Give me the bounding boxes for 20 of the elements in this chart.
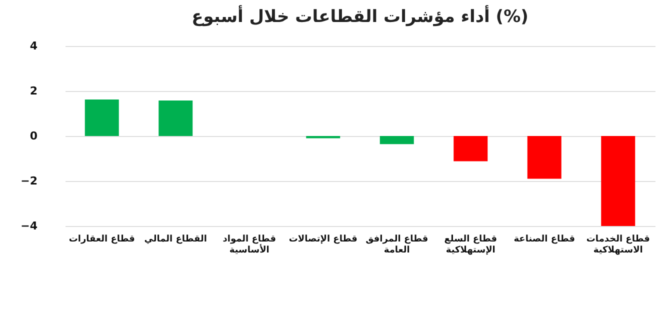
y-tick-label: −4 — [20, 220, 38, 232]
x-tick-label: قطاع الصناعة — [514, 234, 576, 244]
x-tick-label: قطاع السلع الإستهلاكية — [444, 234, 498, 256]
x-tick-label: قطاع العقارات — [68, 234, 135, 244]
bar — [527, 136, 562, 179]
chart-title: أداء مؤشرات القطاعات خلال أسبوع (%) — [192, 5, 528, 27]
bar — [380, 136, 414, 144]
y-tick-label: 4 — [30, 40, 38, 52]
bar — [454, 136, 488, 162]
x-tick-label: قطاع الخدمات الاستهلاكية — [586, 234, 650, 256]
y-tick-label: −2 — [20, 174, 38, 188]
x-tick-label: قطاع الإتصالات — [288, 234, 358, 244]
y-tick-label: 0 — [30, 130, 38, 142]
bar — [158, 100, 193, 136]
x-tick-label: القطاع المالي — [144, 234, 207, 244]
x-tick-label: قطاع المواد الأساسية — [222, 234, 276, 256]
y-tick-label: 2 — [30, 84, 38, 98]
bar — [84, 100, 119, 136]
x-tick-label: قطاع المرافق العامة — [366, 234, 428, 256]
bar — [601, 136, 636, 226]
